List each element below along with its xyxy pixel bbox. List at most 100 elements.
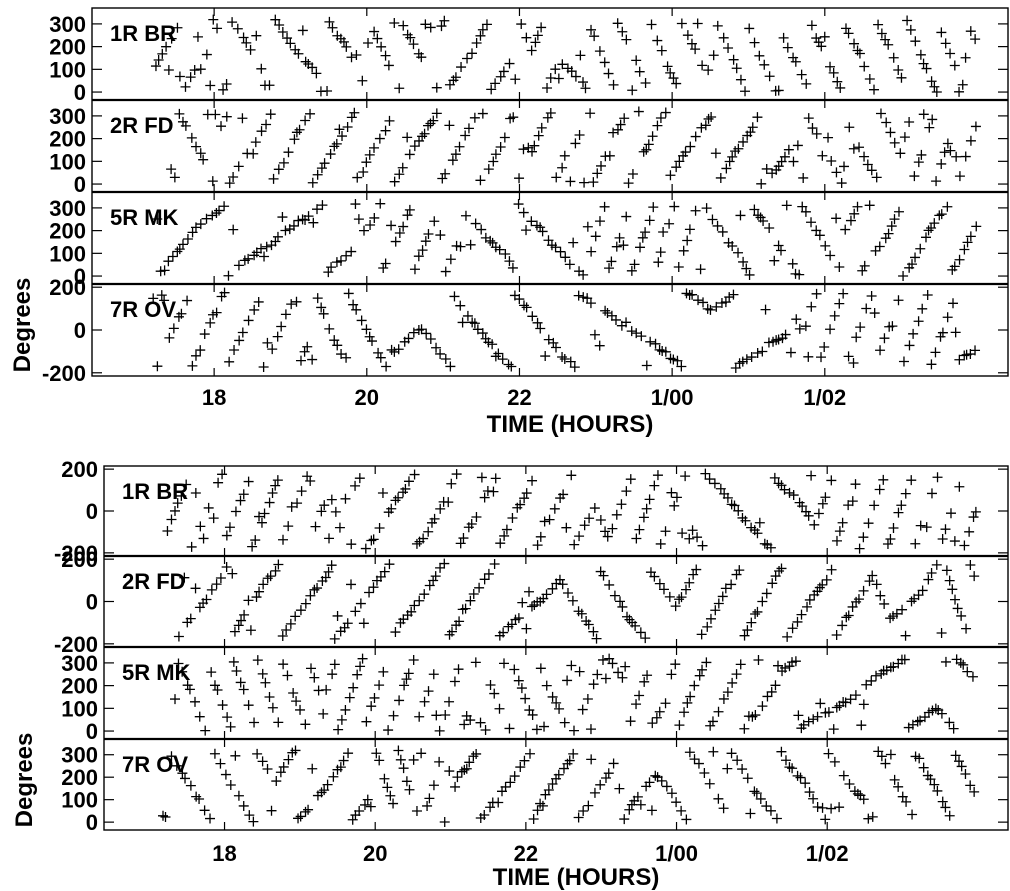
data-point: [283, 521, 294, 532]
data-point: [672, 355, 683, 366]
data-point: [309, 672, 320, 683]
data-point: [369, 692, 380, 703]
data-point: [897, 604, 908, 615]
data-point: [536, 122, 547, 133]
data-point: [428, 115, 439, 126]
data-point: [191, 141, 202, 152]
data-point: [364, 587, 375, 598]
data-point: [293, 813, 304, 824]
x-axis-label: TIME (HOURS): [487, 411, 654, 438]
data-point: [621, 317, 632, 328]
data-point: [459, 764, 470, 775]
data-point: [621, 486, 632, 497]
data-point: [918, 109, 929, 120]
data-point: [619, 113, 630, 124]
data-point: [589, 329, 600, 340]
data-point: [401, 674, 412, 685]
data-point: [864, 200, 875, 211]
data-point: [825, 324, 836, 335]
data-point: [914, 753, 925, 764]
data-point: [910, 36, 921, 47]
data-point: [623, 178, 634, 189]
data-point: [671, 78, 682, 89]
data-point: [930, 347, 941, 358]
data-point: [797, 201, 808, 212]
data-point: [217, 700, 228, 711]
data-point: [645, 336, 656, 347]
data-point: [398, 20, 409, 31]
data-point: [814, 230, 825, 241]
data-point: [684, 224, 695, 235]
data-point: [198, 533, 209, 544]
data-point: [374, 755, 385, 766]
data-point: [676, 805, 687, 816]
data-point: [390, 236, 401, 247]
data-point: [582, 221, 593, 232]
data-point: [899, 654, 910, 665]
data-point: [843, 351, 854, 362]
data-point: [200, 725, 211, 736]
data-point: [395, 754, 406, 765]
data-point: [238, 32, 249, 43]
data-point: [920, 232, 931, 243]
data-point: [674, 594, 685, 605]
data-point: [893, 295, 904, 306]
data-point: [179, 572, 190, 583]
data-point: [383, 725, 394, 736]
data-point: [489, 558, 500, 569]
data-point: [221, 111, 232, 122]
data-point: [959, 350, 970, 361]
data-point: [749, 204, 760, 215]
data-point: [831, 702, 842, 713]
data-point: [243, 595, 254, 606]
data-point: [209, 680, 220, 691]
data-point: [182, 680, 193, 691]
data-point: [812, 711, 823, 722]
data-point: [209, 748, 220, 759]
data-point: [295, 605, 306, 616]
data-point: [718, 32, 729, 43]
data-point: [535, 663, 546, 674]
data-point: [267, 488, 278, 499]
data-point: [879, 598, 890, 609]
data-point: [829, 310, 840, 321]
data-point: [852, 201, 863, 212]
data-point: [627, 85, 638, 96]
data-point: [380, 258, 391, 269]
data-point: [630, 620, 641, 631]
data-point: [954, 86, 965, 97]
data-point: [360, 543, 371, 554]
data-point: [940, 524, 951, 535]
data-point: [655, 247, 666, 258]
data-point: [210, 109, 221, 120]
data-point: [290, 745, 301, 756]
data-point: [566, 66, 577, 77]
data-point: [731, 669, 742, 680]
data-point: [960, 52, 971, 63]
data-point: [184, 684, 195, 695]
data-point: [722, 763, 733, 774]
data-point: [323, 267, 334, 278]
data-point: [435, 503, 446, 514]
data-point: [352, 669, 363, 680]
data-point: [861, 679, 872, 690]
data-point: [878, 474, 889, 485]
data-point: [173, 631, 184, 642]
data-point: [954, 481, 965, 492]
data-point: [823, 748, 834, 759]
data-point: [316, 506, 327, 517]
data-point: [371, 748, 382, 759]
data-point: [419, 128, 430, 139]
data-point: [858, 585, 869, 596]
data-point: [413, 251, 424, 262]
data-point: [180, 120, 191, 131]
data-point: [499, 658, 510, 669]
data-point: [488, 486, 499, 497]
data-point: [651, 712, 662, 723]
data-point: [211, 208, 222, 219]
data-point: [888, 523, 899, 534]
data-point: [446, 478, 457, 489]
